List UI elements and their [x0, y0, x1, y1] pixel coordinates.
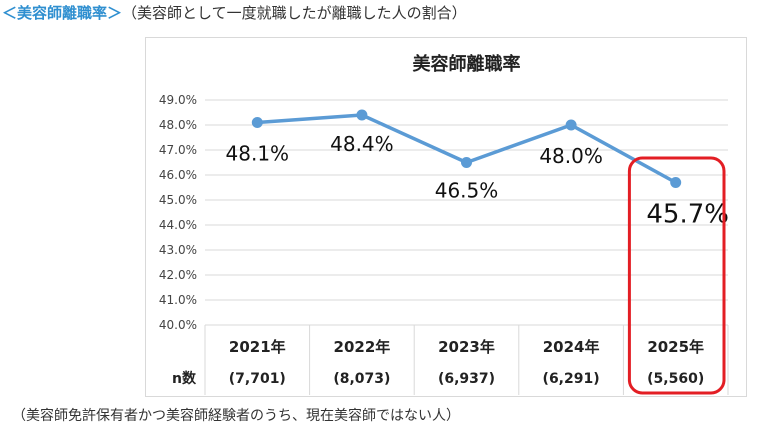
- chart-panel: [145, 37, 747, 397]
- data-label: 45.7%: [646, 200, 729, 230]
- sample-size-label: (6,291): [543, 371, 600, 387]
- y-tick-label: 42.0%: [159, 268, 197, 282]
- data-point: [461, 157, 472, 168]
- y-tick-label: 44.0%: [159, 218, 197, 232]
- data-point: [251, 117, 263, 128]
- data-label: 48.0%: [539, 144, 603, 168]
- y-tick-label: 43.0%: [159, 243, 197, 257]
- footnote: （美容師免許保有者かつ美容師経験者のうち、現在美容師ではない人）: [12, 408, 460, 424]
- x-tick-label: 2021年: [229, 338, 286, 356]
- sample-size-label: (8,073): [333, 371, 390, 387]
- y-tick-label: 49.0%: [159, 93, 197, 107]
- heading-accent: ＜美容師離職率＞: [2, 4, 123, 22]
- sample-size-header: n数: [172, 370, 197, 387]
- x-tick-label: 2023年: [438, 338, 495, 356]
- y-tick-label: 45.0%: [159, 193, 197, 207]
- x-tick-label: 2024年: [543, 338, 600, 356]
- highlight-box: [627, 156, 726, 395]
- data-point: [565, 119, 577, 131]
- heading-subtitle: （美容師として一度就職したが離職した人の割合）: [122, 4, 467, 22]
- y-tick-label: 47.0%: [159, 143, 197, 157]
- x-tick-label: 2025年: [647, 338, 704, 356]
- data-label: 46.5%: [435, 179, 499, 203]
- data-point: [356, 109, 368, 121]
- y-tick-label: 48.0%: [159, 118, 197, 132]
- data-label: 48.1%: [226, 142, 290, 166]
- chart-heading: ＜美容師離職率＞（美容師として一度就職したが離職した人の割合）: [2, 2, 467, 23]
- y-tick-label: 40.0%: [159, 318, 197, 332]
- sample-size-label: (7,701): [229, 371, 286, 387]
- sample-size-label: (5,560): [647, 371, 704, 387]
- y-tick-label: 41.0%: [159, 293, 197, 307]
- y-tick-label: 46.0%: [159, 168, 197, 182]
- data-label: 48.4%: [330, 132, 394, 156]
- sample-size-label: (6,937): [438, 371, 495, 387]
- chart-title: 美容師離職率: [413, 53, 521, 75]
- x-tick-label: 2022年: [334, 338, 391, 356]
- data-point: [670, 177, 682, 188]
